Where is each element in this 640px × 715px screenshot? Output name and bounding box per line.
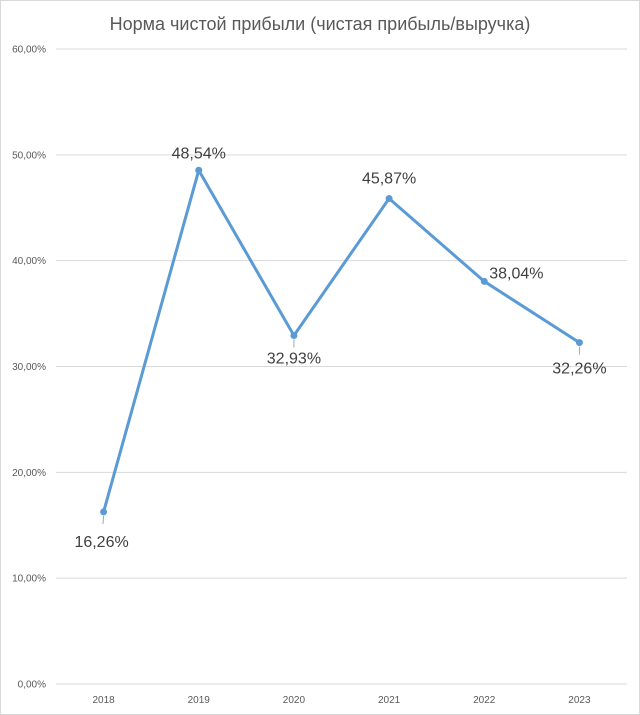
data-label: 32,93%	[267, 350, 321, 367]
data-point	[100, 508, 108, 516]
x-axis-ticks: 2018 2019 2020 2021 2022 2023	[92, 695, 591, 706]
x-tick-label: 2023	[568, 695, 591, 706]
data-labels: 16,26% 48,54% 32,93% 45,87% 38,04% 32,26%	[74, 145, 606, 551]
data-point	[385, 195, 393, 203]
data-point	[195, 166, 203, 174]
y-tick-label: 50,00%	[12, 150, 46, 161]
data-label: 48,54%	[172, 145, 226, 162]
x-tick-label: 2018	[92, 695, 115, 706]
data-label: 16,26%	[74, 534, 128, 551]
y-tick-label: 20,00%	[12, 468, 46, 479]
gridlines	[56, 48, 627, 685]
label-leader-line	[102, 515, 105, 524]
data-label: 32,26%	[552, 361, 606, 378]
y-tick-label: 60,00%	[12, 45, 46, 56]
x-tick-label: 2019	[188, 695, 211, 706]
y-axis-ticks: 0,00% 10,00% 20,00% 30,00% 40,00% 50,00% 60,00…	[12, 45, 46, 691]
data-label: 45,87%	[362, 171, 416, 188]
x-tick-label: 2020	[283, 695, 306, 706]
data-point	[575, 339, 583, 347]
y-tick-label: 30,00%	[12, 362, 46, 373]
series-line	[102, 168, 581, 514]
y-tick-label: 40,00%	[12, 256, 46, 267]
chart-title: Норма чистой прибыли (чистая прибыль/выр…	[110, 14, 531, 34]
y-tick-label: 10,00%	[12, 574, 46, 585]
data-label: 38,04%	[489, 265, 543, 282]
y-tick-label: 0,00%	[18, 680, 46, 691]
data-point	[290, 331, 298, 339]
x-tick-label: 2021	[378, 695, 401, 706]
x-tick-label: 2022	[473, 695, 496, 706]
series-line-group	[100, 166, 583, 516]
data-point	[480, 277, 488, 285]
